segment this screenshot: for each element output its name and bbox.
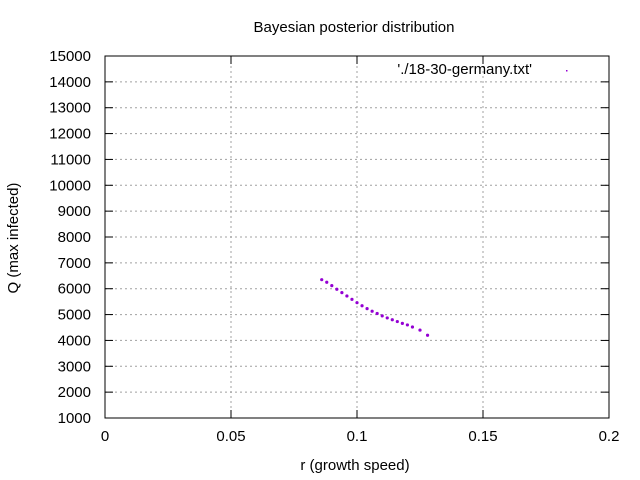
x-tick-label: 0.1 [347, 428, 368, 445]
y-tick-label: 11000 [50, 151, 91, 168]
y-tick-label: 12000 [49, 126, 91, 143]
data-point [340, 290, 344, 295]
data-point [350, 297, 354, 301]
x-tick-label: 0.15 [468, 428, 497, 445]
y-tick-label: 6000 [58, 281, 91, 298]
x-tick-label: 0.05 [216, 428, 245, 445]
data-point [335, 287, 339, 291]
legend: './18-30-germany.txt' [397, 61, 568, 78]
y-axis-label: Q (max infected) [5, 183, 22, 294]
legend-marker [566, 70, 568, 72]
x-tick-label: 0.2 [599, 428, 620, 445]
y-tick-label: 7000 [58, 255, 91, 272]
y-tick-label: 3000 [58, 358, 91, 375]
y-axis-ticks: 1000 2000 3000 4000 5000 6000 7000 8000 9000 1000… [49, 48, 609, 427]
y-tick-label: 8000 [58, 229, 91, 246]
data-point [418, 328, 422, 332]
data-point [330, 284, 334, 288]
data-point [360, 304, 364, 308]
data-point [400, 321, 404, 325]
legend-label: './18-30-germany.txt' [397, 61, 532, 78]
y-tick-label: 1000 [58, 410, 91, 427]
data-point [375, 311, 379, 316]
y-tick-label: 9000 [58, 203, 91, 220]
y-tick-label: 5000 [58, 307, 91, 324]
data-point [325, 280, 329, 284]
data-point [395, 319, 399, 324]
data-point [405, 323, 409, 327]
x-axis-label: r (growth speed) [300, 457, 409, 474]
y-tick-label: 4000 [58, 332, 91, 349]
y-tick-label: 10000 [49, 177, 91, 194]
data-point [425, 333, 430, 337]
data-point [385, 316, 389, 320]
x-tick-label: 0 [101, 428, 109, 445]
y-tick-label: 15000 [49, 48, 91, 65]
y-tick-label: 13000 [49, 100, 91, 117]
y-tick-label: 2000 [58, 384, 91, 401]
y-tick-label: 14000 [49, 74, 91, 91]
data-point [370, 309, 374, 313]
chart-title: Bayesian posterior distribution [254, 19, 455, 36]
data-point [380, 314, 384, 318]
data-point [410, 325, 415, 329]
data-point [365, 307, 369, 311]
grid-lines [105, 56, 609, 418]
x-axis-ticks: 0 0.05 0.1 0.15 0.2 [101, 56, 620, 445]
data-point [345, 294, 349, 298]
data-points [320, 278, 430, 337]
data-point [320, 278, 324, 282]
data-point [355, 301, 359, 305]
data-point [390, 318, 394, 322]
